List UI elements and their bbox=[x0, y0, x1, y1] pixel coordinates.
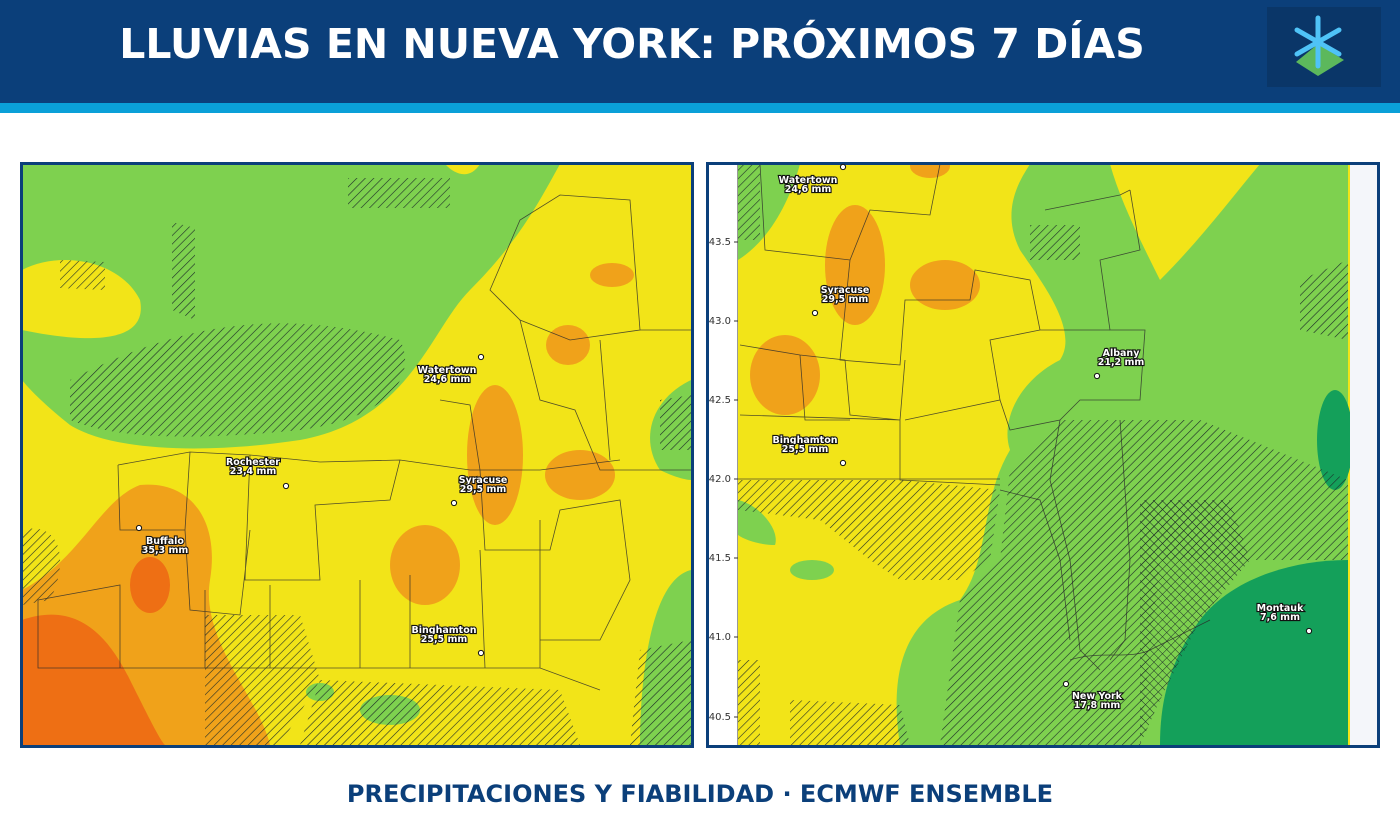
lat-tick-label: 41.5 bbox=[709, 553, 731, 564]
footer-text: PRECIPITACIONES Y FIABILIDAD · ECMWF ENS… bbox=[347, 780, 1053, 808]
map-right bbox=[738, 164, 1350, 745]
map-left bbox=[22, 164, 691, 745]
lat-tick-label: 40.5 bbox=[709, 712, 731, 723]
city-value: 29,5 mm bbox=[460, 484, 507, 495]
map-frame bbox=[20, 162, 694, 748]
city-name: Watertown bbox=[779, 175, 838, 186]
lat-tick-label: 43.5 bbox=[709, 237, 731, 248]
lat-tick-label: 42.0 bbox=[709, 474, 731, 485]
city-value: 7,6 mm bbox=[1260, 612, 1300, 623]
city-name: Albany bbox=[1103, 348, 1141, 359]
city-dot bbox=[811, 309, 819, 317]
map-margin bbox=[1350, 164, 1378, 745]
city-name: Rochester bbox=[226, 457, 280, 468]
city-dot bbox=[282, 482, 290, 490]
city-dot bbox=[477, 353, 485, 361]
city-value: 24,6 mm bbox=[424, 374, 471, 385]
city-value: 29,5 mm bbox=[822, 294, 869, 305]
lat-tick-label: 42.5 bbox=[709, 395, 731, 406]
map-frame bbox=[706, 162, 1380, 748]
city-dot bbox=[1305, 627, 1313, 635]
city-dot bbox=[450, 499, 458, 507]
logo bbox=[1267, 7, 1381, 87]
header-bar bbox=[0, 0, 1400, 103]
city-dot bbox=[1093, 372, 1101, 380]
title: LLUVIAS EN NUEVA YORK: PRÓXIMOS 7 DÍAS bbox=[119, 20, 1145, 68]
city-value: 25,5 mm bbox=[782, 444, 829, 455]
city-value: 25,5 mm bbox=[421, 634, 468, 645]
lat-tick-label: 43.0 bbox=[709, 316, 731, 327]
city-dot bbox=[477, 649, 485, 657]
lat-tick-label: 41.0 bbox=[709, 632, 731, 643]
city-dot bbox=[1062, 680, 1070, 688]
city-name: Binghamton bbox=[412, 625, 477, 636]
city-name: Syracuse bbox=[821, 285, 870, 296]
city-name: New York bbox=[1072, 691, 1123, 702]
city-dot bbox=[135, 524, 143, 532]
lat-axis-strip bbox=[708, 164, 738, 745]
city-value: 35,3 mm bbox=[142, 545, 189, 556]
city-value: 17,8 mm bbox=[1074, 700, 1121, 711]
header-stripe bbox=[0, 103, 1400, 113]
city-value: 21,2 mm bbox=[1098, 357, 1145, 368]
city-dot bbox=[839, 163, 847, 171]
city-dot bbox=[839, 459, 847, 467]
city-value: 23,4 mm bbox=[230, 466, 277, 477]
city-name: Watertown bbox=[418, 365, 477, 376]
city-name: Buffalo bbox=[146, 536, 184, 547]
city-name: Montauk bbox=[1257, 603, 1304, 614]
city-name: Syracuse bbox=[459, 475, 508, 486]
city-name: Binghamton bbox=[773, 435, 838, 446]
city-value: 24,6 mm bbox=[785, 184, 832, 195]
